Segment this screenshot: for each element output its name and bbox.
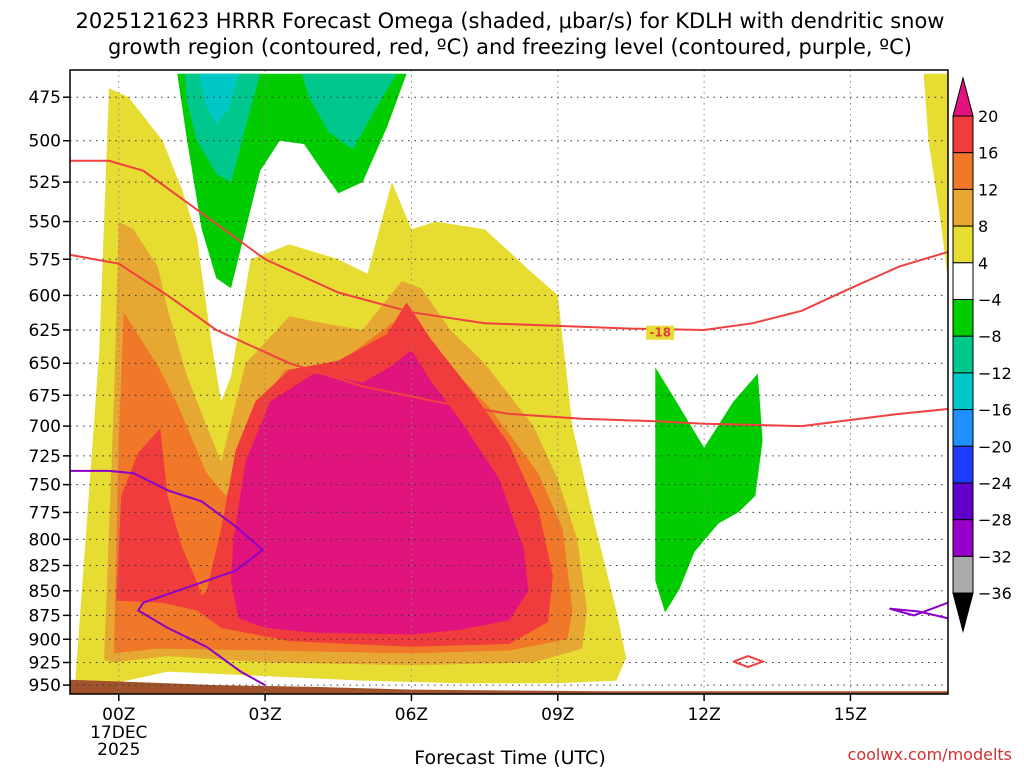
omega-colorbar: 20 16 12 8 4 −4 −8 −12 −16 −20 −24 −28 −32 −36 bbox=[952, 76, 1012, 634]
colorbar-label: −24 bbox=[978, 474, 1012, 493]
colorbar-label: −16 bbox=[978, 401, 1012, 420]
omega-region-8 bbox=[199, 73, 239, 124]
x-tick-label: 09Z bbox=[541, 705, 574, 725]
dendritic-contour-0 bbox=[70, 159, 948, 332]
colorbar-band bbox=[952, 115, 974, 154]
omega-region-1 bbox=[923, 73, 948, 282]
y-tick-label: 500 bbox=[29, 132, 61, 152]
colorbar-label: 4 bbox=[978, 254, 988, 273]
colorbar-label: 8 bbox=[978, 217, 988, 236]
x-tick-label: 15Z bbox=[834, 705, 867, 725]
colorbar-label: 20 bbox=[978, 107, 998, 126]
x-tick-label: 03Z bbox=[248, 705, 281, 725]
omega-region-5 bbox=[231, 350, 529, 635]
y-tick-label: 775 bbox=[29, 503, 61, 523]
colorbar-label: −28 bbox=[978, 511, 1012, 530]
chart-title-line-2: growth region (contoured, red, ºC) and f… bbox=[108, 35, 912, 59]
y-tick-label: 750 bbox=[29, 476, 61, 496]
colorbar-label: −12 bbox=[978, 364, 1012, 383]
colorbar-label: 16 bbox=[978, 144, 998, 163]
x-tick-sublabel: 17DEC bbox=[90, 723, 147, 743]
y-tick-label: 550 bbox=[29, 213, 61, 233]
y-tick-label: 925 bbox=[29, 653, 61, 673]
colorbar-top-arrow bbox=[952, 76, 974, 117]
y-tick-label: 950 bbox=[29, 676, 61, 696]
y-tick-label: 725 bbox=[29, 447, 61, 467]
x-tick-label: 00Z bbox=[102, 705, 135, 725]
dendritic-contour-2 bbox=[733, 655, 766, 669]
freezing-contour-1 bbox=[889, 601, 948, 620]
freezing-contour-0 bbox=[70, 469, 266, 686]
colorbar-label: −20 bbox=[978, 437, 1012, 456]
contour-label: -18 bbox=[649, 326, 671, 340]
colorbar-band bbox=[952, 335, 974, 374]
y-tick-label: 800 bbox=[29, 530, 61, 550]
chart-title-line-1: 2025121623 HRRR Forecast Omega (shaded, … bbox=[76, 9, 945, 33]
contour-label-bg bbox=[646, 325, 675, 340]
x-tick-label: 06Z bbox=[395, 705, 428, 725]
colorbar-band bbox=[952, 152, 974, 190]
omega-region-7 bbox=[184, 73, 261, 183]
colorbar-label: −36 bbox=[978, 584, 1012, 603]
omega-shading bbox=[70, 73, 948, 694]
terrain-fill bbox=[70, 679, 948, 694]
y-tick-label: 625 bbox=[29, 321, 61, 341]
colorbar-label: −4 bbox=[978, 291, 1002, 310]
x-axis-label: Forecast Time (UTC) bbox=[414, 747, 605, 768]
colorbar-label: −32 bbox=[978, 547, 1012, 566]
colorbar-band bbox=[952, 482, 974, 521]
colorbar-label: −8 bbox=[978, 327, 1002, 346]
y-tick-label: 900 bbox=[29, 630, 61, 650]
omega-region-10 bbox=[655, 367, 763, 613]
colorbar-label: 12 bbox=[978, 180, 998, 199]
omega-region-9 bbox=[301, 73, 397, 150]
colorbar-band bbox=[952, 188, 974, 227]
colorbar-band bbox=[952, 225, 974, 264]
colorbar-band bbox=[952, 372, 974, 411]
x-tick-sublabel: 2025 bbox=[97, 740, 140, 760]
contour-lines: -18 bbox=[70, 159, 948, 686]
y-tick-label: 700 bbox=[29, 417, 61, 437]
pressure-axis: 475 500 525 550 575 600 625 650 675 700 725 750 775 8… bbox=[29, 88, 70, 696]
y-tick-label: 850 bbox=[29, 582, 61, 602]
y-tick-label: 875 bbox=[29, 606, 61, 626]
credit-text: coolwx.com/modelts bbox=[848, 745, 1012, 764]
y-tick-label: 575 bbox=[29, 250, 61, 270]
y-tick-label: 600 bbox=[29, 286, 61, 306]
colorbar-band bbox=[952, 409, 974, 447]
y-tick-label: 525 bbox=[29, 173, 61, 193]
plot-frame bbox=[69, 69, 949, 695]
colorbar-band bbox=[952, 445, 974, 484]
y-tick-label: 825 bbox=[29, 556, 61, 576]
colorbar-band bbox=[952, 262, 974, 300]
colorbar-band bbox=[952, 519, 974, 557]
y-tick-label: 650 bbox=[29, 354, 61, 374]
x-tick-label: 12Z bbox=[687, 705, 720, 725]
colorbar-bottom-arrow bbox=[952, 592, 974, 634]
colorbar-band bbox=[952, 299, 974, 337]
y-tick-label: 675 bbox=[29, 386, 61, 406]
colorbar-band bbox=[952, 555, 974, 594]
dendritic-contour-1 bbox=[70, 253, 948, 428]
y-tick-label: 475 bbox=[29, 88, 61, 108]
